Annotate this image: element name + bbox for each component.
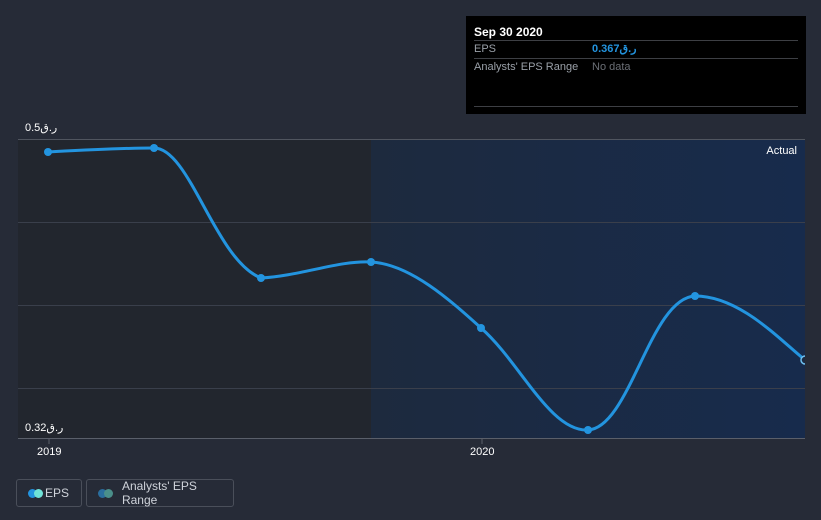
legend-eps-label: EPS: [44, 486, 69, 500]
legend-analysts-range-button[interactable]: Analysts' EPS Range: [86, 479, 234, 507]
eps-line: [47, 146, 806, 432]
x-axis-label-2020: 2020: [470, 446, 495, 458]
x-axis-label-2019: 2019: [37, 446, 62, 458]
tooltip-row-range: Analysts' EPS Range No data: [474, 58, 798, 76]
eps-legend-icon: [28, 488, 43, 498]
legend-eps-button[interactable]: EPS: [16, 479, 82, 507]
tooltip-eps-value: 0.367ر.ق: [592, 43, 637, 55]
tooltip-range-label: Analysts' EPS Range: [474, 61, 579, 73]
tooltip: Sep 30 2020 EPS 0.367ر.ق Analysts' EPS R…: [466, 16, 806, 114]
tooltip-date: Sep 30 2020: [474, 25, 543, 39]
legend-analysts-range-label: Analysts' EPS Range: [121, 479, 197, 507]
tooltip-range-value: No data: [592, 61, 631, 73]
actual-region-label: Actual: [766, 145, 797, 157]
analysts-range-legend-icon: [98, 488, 113, 498]
y-axis-max-label: 0.5ر.ق: [25, 122, 58, 134]
y-axis-min-label: 0.32ر.ق: [25, 422, 64, 434]
past-region: [18, 139, 371, 438]
tooltip-row-eps: EPS 0.367ر.ق: [474, 40, 798, 58]
x-ticks: [48, 438, 483, 444]
tooltip-eps-label: EPS: [474, 43, 497, 55]
